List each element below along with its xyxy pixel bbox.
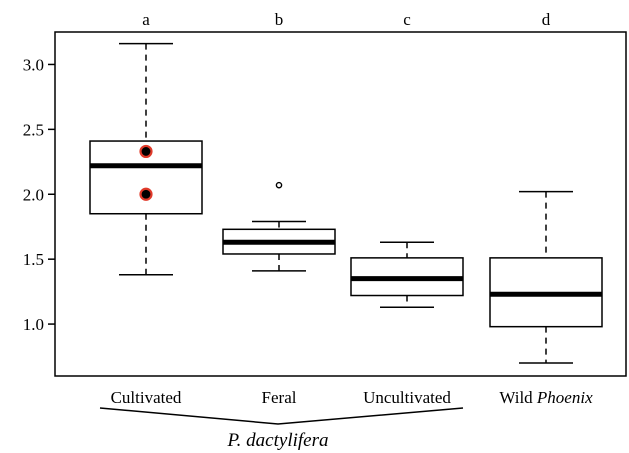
group-letter: d — [542, 10, 551, 29]
group-letters: a b c d — [142, 10, 551, 29]
y-tick-label: 2.0 — [23, 185, 44, 204]
y-tick-label: 1.5 — [23, 250, 44, 269]
highlighted-point — [139, 187, 153, 201]
box-wild — [489, 190, 603, 364]
group-letter: a — [142, 10, 150, 29]
category-label-text: Uncultivated — [363, 388, 451, 407]
category-label-text: Cultivated — [111, 388, 182, 407]
group-brace — [99, 407, 464, 425]
y-axis: 1.0 1.5 2.0 2.5 3.0 — [23, 55, 55, 334]
group-letter: b — [275, 10, 284, 29]
boxes — [89, 42, 603, 364]
y-tick-label: 3.0 — [23, 55, 44, 74]
category-labels: Cultivated Feral Uncultivated Wild Phoenix — [111, 388, 593, 407]
group-letter: c — [403, 10, 411, 29]
category-label: Uncultivated — [363, 388, 451, 407]
highlighted-point — [139, 144, 153, 159]
box-feral — [222, 181, 336, 272]
box-uncultivated — [350, 241, 464, 308]
iqr-box — [89, 140, 203, 215]
category-label: Cultivated — [111, 388, 182, 407]
plot-frame — [54, 31, 627, 377]
y-tick-label: 2.5 — [23, 120, 44, 139]
category-label-italic: Phoenix — [536, 388, 593, 407]
category-label-text: Feral — [262, 388, 297, 407]
category-label: Wild Phoenix — [499, 388, 593, 407]
group-label: P. dactylifera — [227, 430, 329, 451]
outlier-point — [275, 181, 283, 189]
box-cultivated — [89, 42, 203, 276]
category-label: Feral — [262, 388, 297, 407]
category-label-text: Wild — [499, 388, 537, 407]
y-tick-label: 1.0 — [23, 315, 44, 334]
